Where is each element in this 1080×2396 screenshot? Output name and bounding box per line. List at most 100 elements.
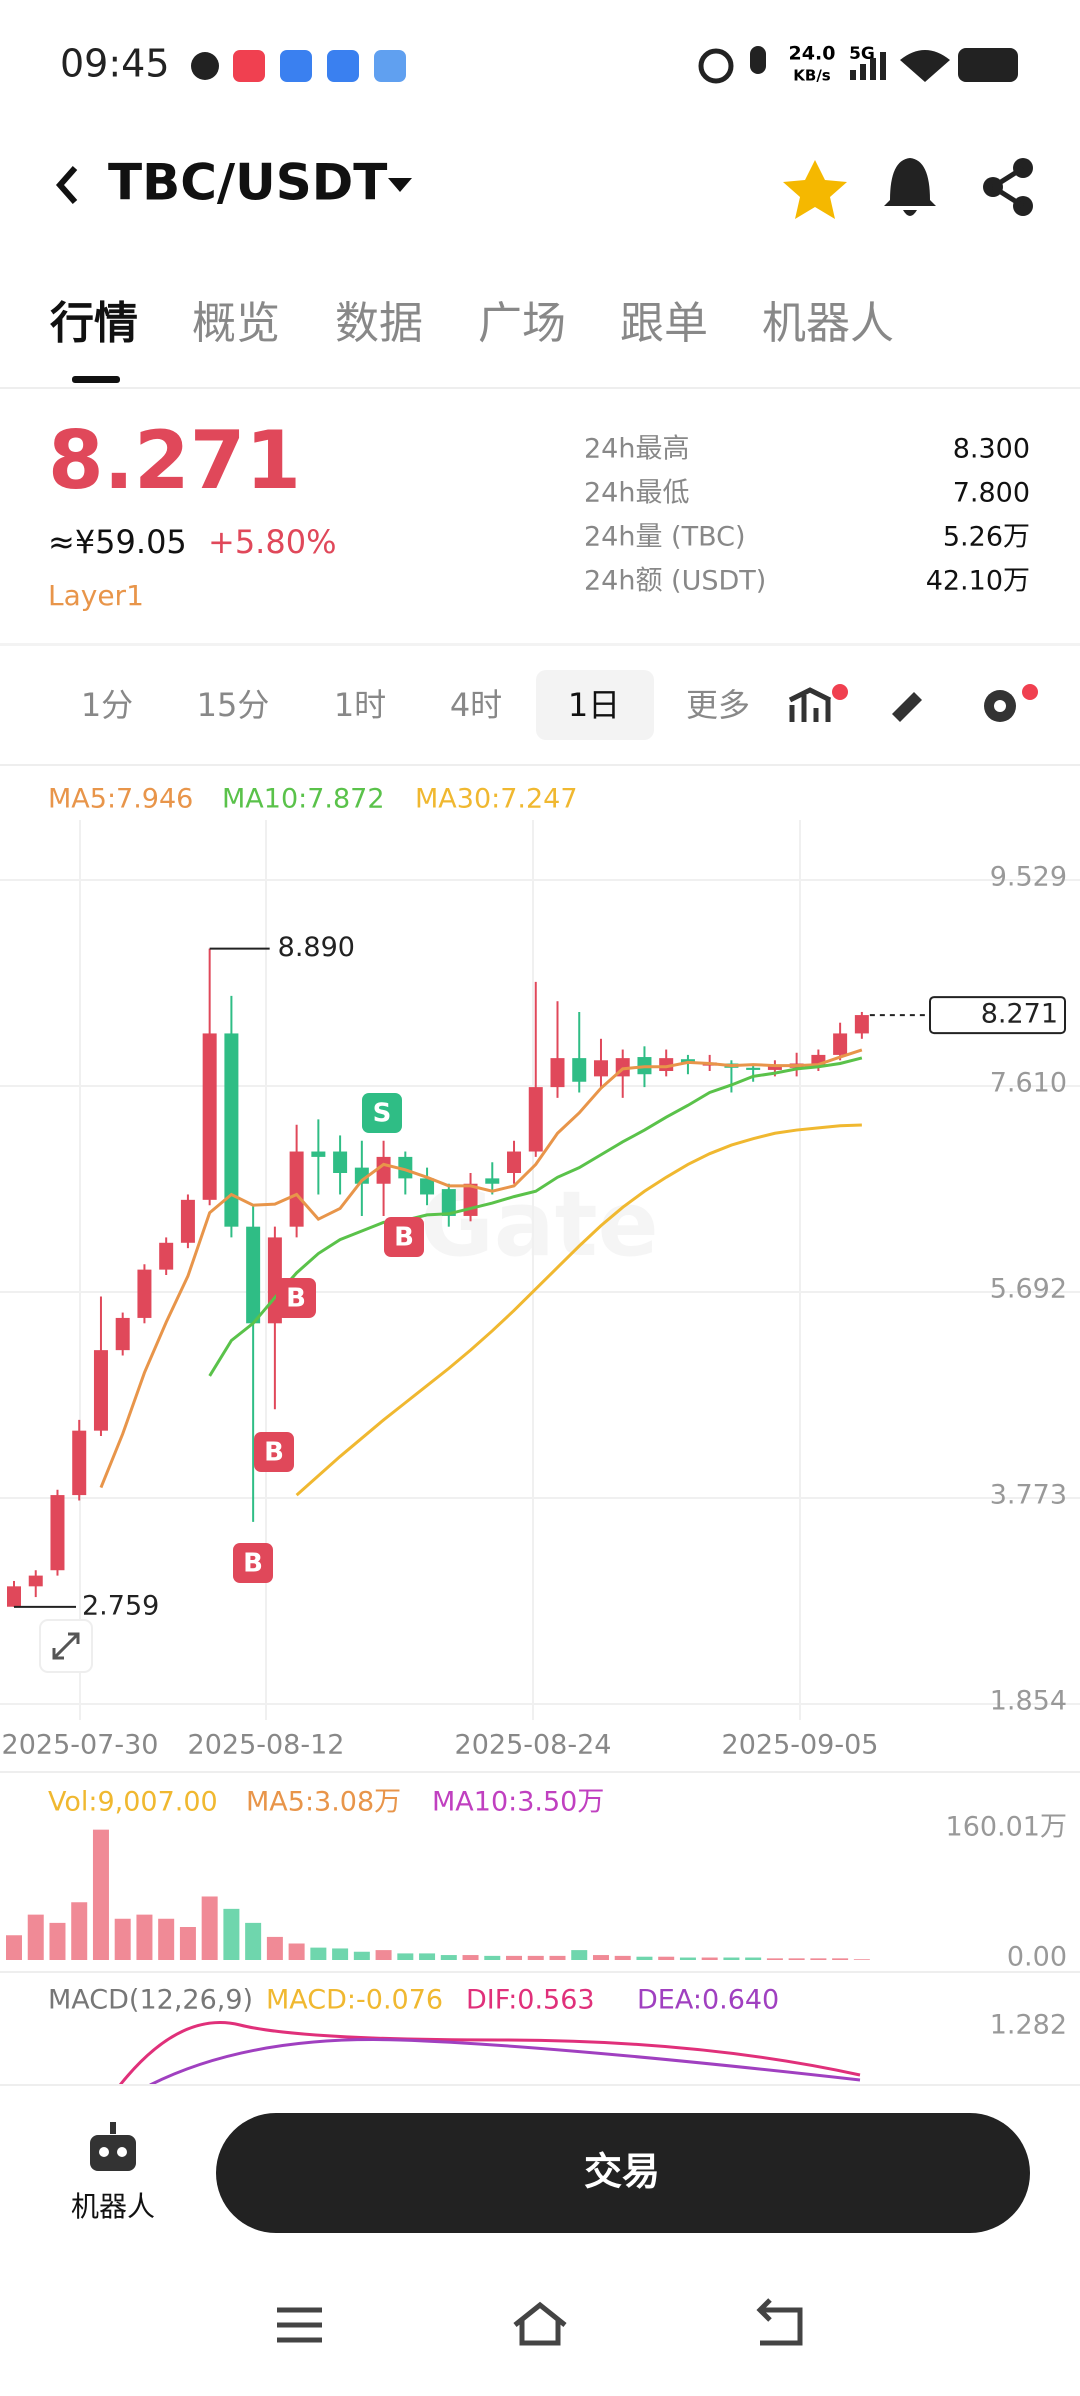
tab[interactable]: 机器人 xyxy=(762,298,894,349)
candle-body xyxy=(833,1033,848,1055)
robot-icon[interactable] xyxy=(90,2122,136,2171)
vol-bar xyxy=(549,1955,566,1960)
candle-body xyxy=(7,1586,21,1607)
trade-button[interactable] xyxy=(216,2113,1030,2233)
y-tick-label: 7.610 xyxy=(990,1068,1067,1099)
candle-body xyxy=(246,1226,261,1324)
tab[interactable]: 广场 xyxy=(478,298,566,349)
vol-bar xyxy=(571,1950,588,1960)
vol-bar xyxy=(288,1943,305,1960)
vol-bar xyxy=(71,1902,88,1960)
macd-legend: MACD(12,26,9) xyxy=(48,1985,253,2016)
badge xyxy=(1022,684,1038,700)
net-unit: KB/s xyxy=(793,67,831,85)
alert-bell[interactable] xyxy=(884,158,936,216)
candle-body xyxy=(159,1242,174,1270)
vol-bar xyxy=(266,1936,283,1960)
interval[interactable]: 15分 xyxy=(197,686,270,724)
ma-legend: MA30:7.247 xyxy=(415,784,578,815)
candle-body xyxy=(441,1189,456,1216)
macd-legend: DIF:0.563 xyxy=(466,1985,595,2016)
trade-marker-label: B xyxy=(264,1438,284,1468)
candle-body xyxy=(289,1151,304,1227)
stat-label: 24h量 (TBC) xyxy=(584,522,746,553)
vol-bar xyxy=(766,1958,783,1960)
pair-title[interactable]: TBC/USDT xyxy=(108,154,387,212)
pair-dropdown[interactable] xyxy=(388,178,412,192)
vol-bar xyxy=(592,1955,609,1960)
x-tick-label: 2025-08-12 xyxy=(188,1730,345,1761)
vol-bar xyxy=(6,1935,22,1960)
vol-bar xyxy=(245,1922,262,1960)
vol-bar xyxy=(745,1957,762,1960)
dea-line xyxy=(149,2038,861,2087)
vol-bar xyxy=(114,1918,131,1960)
tab[interactable]: 数据 xyxy=(335,298,423,349)
change: +5.80% xyxy=(208,523,336,561)
expand-button[interactable] xyxy=(39,1619,93,1673)
vol-bar xyxy=(679,1957,696,1960)
trade-marker xyxy=(254,1432,294,1472)
macd-legend: DEA:0.640 xyxy=(637,1985,779,2016)
candle-body xyxy=(550,1058,565,1088)
candle-body xyxy=(333,1151,348,1174)
net-speed: 24.0 xyxy=(789,43,836,65)
vol-bar xyxy=(462,1955,479,1960)
settings-button[interactable] xyxy=(984,690,1016,722)
trade-label[interactable]: 交易 xyxy=(584,2150,660,2194)
favorite-star[interactable] xyxy=(783,160,847,219)
indicator-button[interactable] xyxy=(788,687,832,722)
interval[interactable]: 1时 xyxy=(334,686,386,724)
vol-bar xyxy=(353,1951,370,1960)
vol-bar xyxy=(375,1950,392,1960)
vol-bar xyxy=(49,1922,66,1960)
candle-body xyxy=(572,1058,587,1082)
last-price-box xyxy=(929,996,1066,1035)
interval[interactable]: 1分 xyxy=(81,686,133,724)
vol-bar xyxy=(440,1955,457,1960)
macd-tick-label: 1.282 xyxy=(990,2010,1067,2041)
robot-label[interactable]: 机器人 xyxy=(71,2190,155,2223)
x-tick-label: 2025-07-30 xyxy=(2,1730,159,1761)
max-label: 8.890 xyxy=(278,932,355,963)
x-tick-label: 2025-08-24 xyxy=(455,1730,612,1761)
interval-selected xyxy=(536,670,654,740)
vol-bar xyxy=(136,1914,153,1960)
vol-ma-legend: MA10:3.50万 xyxy=(432,1787,604,1818)
stat-value: 42.10万 xyxy=(926,566,1030,597)
vol-bar xyxy=(723,1957,740,1960)
y-tick-label: 3.773 xyxy=(990,1479,1067,1510)
dif-line xyxy=(118,2021,861,2086)
trade-marker xyxy=(233,1543,273,1583)
clock: 09:45 xyxy=(60,42,170,86)
vol-bar xyxy=(310,1947,327,1960)
vol-bar xyxy=(179,1927,196,1960)
vol-bar xyxy=(810,1958,827,1960)
tab[interactable]: 行情 xyxy=(50,298,138,349)
last-price: 8.271 xyxy=(48,414,301,507)
vol-tick-label: 160.01万 xyxy=(946,1812,1067,1843)
candle-body xyxy=(180,1199,195,1243)
tab[interactable]: 跟单 xyxy=(620,298,708,349)
candle-body xyxy=(398,1156,413,1179)
share-button[interactable] xyxy=(983,158,1033,216)
y-tick-label: 5.692 xyxy=(990,1273,1067,1304)
min-label: 2.759 xyxy=(82,1590,159,1621)
stat-label: 24h最高 xyxy=(584,434,689,465)
draw-button[interactable] xyxy=(888,692,922,722)
tag: Layer1 xyxy=(48,579,144,612)
candle-body xyxy=(485,1178,500,1184)
stat-value: 7.800 xyxy=(953,478,1030,509)
interval[interactable]: 4时 xyxy=(450,686,502,724)
back-button[interactable] xyxy=(55,166,78,204)
interval[interactable]: 1日 xyxy=(568,686,620,724)
candle-body xyxy=(224,1033,239,1227)
ma-line xyxy=(99,1048,863,1489)
status-icons xyxy=(698,46,766,84)
candle-body xyxy=(202,1033,217,1200)
tab[interactable]: 概览 xyxy=(192,298,280,349)
interval[interactable]: 更多 xyxy=(686,686,750,724)
x-tick-label: 2025-09-05 xyxy=(722,1730,879,1761)
cny-price: ≈¥59.05 xyxy=(48,523,187,561)
